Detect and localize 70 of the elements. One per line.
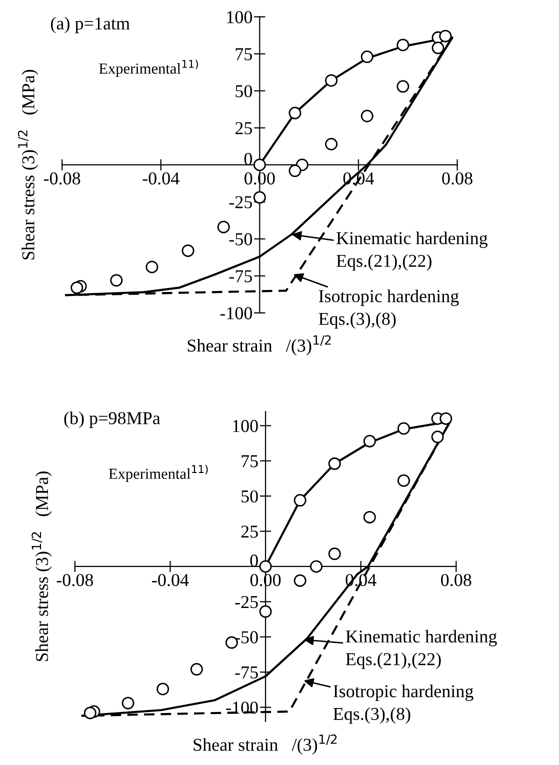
point (328, 548, 341, 560)
point (190, 663, 203, 676)
point (440, 412, 452, 425)
y-tick-label: 25 (235, 122, 252, 134)
point (146, 260, 158, 274)
point (325, 74, 338, 87)
y-tick-label: -75 (229, 270, 252, 282)
point (310, 560, 323, 573)
x-axis-title: Shear strain /(3)$^{1/2}$ (194, 734, 337, 755)
y-tick-label: 25 (241, 526, 258, 538)
x-tick-label: -0.08 (44, 172, 80, 185)
point (259, 605, 272, 618)
point (397, 474, 410, 487)
point (397, 422, 410, 435)
point (360, 110, 374, 122)
point (294, 574, 306, 587)
x-tick-label: -0.08 (56, 574, 94, 586)
point (110, 274, 123, 287)
y-tick-label: 50 (242, 490, 258, 503)
y-tick-label: 0 (250, 554, 258, 567)
annotation: Experimental$^{11)}$ (99, 60, 198, 77)
y-tick-label: 0 (244, 152, 252, 166)
y-tick-label: -75 (235, 666, 258, 679)
y-tick-label: 75 (242, 455, 258, 468)
y-tick-label: 50 (236, 85, 252, 98)
point (396, 80, 410, 93)
x-axis-title: Shear strain /(3)$^{1/2}$ (188, 335, 331, 356)
y-tick-label: 100 (227, 11, 252, 24)
point (288, 106, 302, 120)
point (294, 494, 306, 507)
annotation: Isotropic hardening Eqs.(3),(8) (318, 290, 459, 329)
annotation: Kinematic hardening Eqs.(21),(22) (346, 630, 497, 669)
point (288, 164, 302, 178)
point (328, 457, 341, 470)
point (253, 191, 266, 204)
point (217, 220, 230, 234)
point (363, 434, 376, 448)
annotation: Isotropic hardening Eqs.(3),(8) (333, 684, 474, 724)
x-tick-label: 0.08 (442, 172, 472, 185)
text: Shear stress (3)$^{1/2}$ (MPa) (18, 70, 38, 260)
x-tick-label: -0.04 (152, 574, 189, 586)
point (396, 38, 410, 52)
point (84, 706, 96, 720)
point (360, 50, 374, 64)
point (225, 636, 238, 649)
chart-title: (a) p=1atm (50, 16, 130, 34)
y-tick-label: -50 (229, 233, 252, 246)
point (156, 682, 170, 696)
y-tick-label: -100 (220, 307, 252, 320)
point (439, 30, 452, 42)
point (70, 281, 84, 294)
point (122, 696, 134, 710)
y-tick-label: 100 (233, 420, 258, 432)
y-tick-label: -25 (229, 196, 252, 208)
chart-title: (b) p=98MPa (64, 412, 160, 428)
point (182, 244, 194, 257)
annotation: Kinematic hardening Eqs.(21),(22) (336, 232, 488, 271)
point (363, 510, 376, 524)
text: Shear stress (3)$^{1/2}$ (MPa) (32, 472, 52, 662)
point (259, 560, 272, 573)
y-tick-label: -50 (235, 631, 258, 644)
annotation: Experimental$^{11)}$ (108, 464, 208, 482)
x-tick-label: 0.08 (441, 574, 472, 586)
point (431, 430, 444, 444)
y-tick-label: -25 (235, 596, 258, 608)
point (325, 138, 338, 150)
point (253, 158, 266, 172)
x-tick-label: -0.04 (142, 172, 180, 185)
point (432, 42, 444, 54)
y-tick-label: 75 (236, 48, 252, 60)
